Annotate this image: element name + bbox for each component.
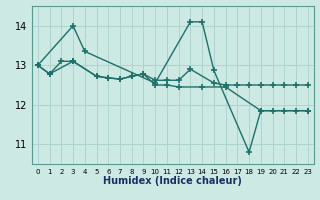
X-axis label: Humidex (Indice chaleur): Humidex (Indice chaleur) xyxy=(103,176,242,186)
